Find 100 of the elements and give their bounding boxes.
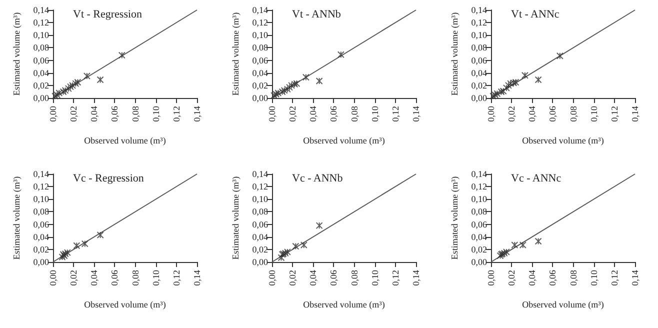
- x-tick-label: 0,06: [110, 270, 120, 286]
- point: [534, 238, 542, 245]
- x-axis-title: Observed volume (m³): [522, 300, 604, 310]
- x-tick-label: 0,04: [89, 106, 100, 122]
- point: [316, 78, 323, 85]
- y-tick-label: 0,10: [252, 30, 268, 40]
- y-tick-label: 0,10: [471, 30, 488, 40]
- point: [500, 250, 508, 257]
- y-tick-label: 0,10: [33, 194, 50, 204]
- x-tick-label: 0,14: [192, 270, 202, 286]
- point: [502, 84, 510, 92]
- point: [69, 82, 76, 89]
- y-tick-label: 0,08: [252, 206, 268, 217]
- y-tick-label: 0,02: [471, 80, 487, 90]
- y-tick-label: 0,14: [33, 5, 50, 15]
- y-tick-label: 0,04: [252, 232, 268, 242]
- point: [278, 88, 286, 96]
- x-tick-label: 0,12: [171, 106, 182, 122]
- point: [56, 89, 63, 96]
- x-tick-label: 0,04: [308, 106, 318, 122]
- point: [512, 78, 520, 86]
- point: [96, 76, 104, 84]
- point: [288, 82, 296, 89]
- y-tick-label: 0,00: [252, 257, 268, 267]
- x-tick-label: 0,12: [609, 270, 620, 286]
- y-tick-label: 0,12: [33, 18, 49, 28]
- x-tick-label: 0,02: [288, 106, 298, 122]
- point: [81, 240, 88, 248]
- y-tick-label: 0,06: [33, 55, 50, 66]
- point: [519, 242, 526, 249]
- point: [302, 74, 310, 81]
- x-tick-label: 0,14: [192, 106, 202, 122]
- point: [494, 90, 501, 98]
- x-tick-label: 0,08: [349, 106, 360, 122]
- y-tick-label: 0,08: [33, 206, 50, 217]
- y-axis-title: Estimated volume (m³): [12, 12, 22, 96]
- y-tick-label: 0,06: [471, 219, 488, 230]
- y-tick-label: 0,10: [252, 194, 268, 204]
- y-tick-label: 0,06: [471, 55, 488, 66]
- chart-title: Vc - ANNb: [292, 172, 344, 184]
- x-axis-title: Observed volume (m³): [303, 300, 385, 310]
- y-tick-label: 0,06: [33, 219, 50, 230]
- x-tick-label: 0,08: [130, 106, 140, 122]
- y-tick-label: 0,12: [252, 182, 268, 192]
- x-axis-title: Observed volume (m³): [522, 136, 604, 146]
- point: [498, 88, 505, 96]
- point: [284, 248, 291, 256]
- y-tick-label: 0,00: [252, 93, 268, 103]
- y-tick-label: 0,12: [33, 182, 49, 192]
- x-tick-label: 0,10: [588, 106, 599, 122]
- y-tick-label: 0,14: [471, 5, 488, 15]
- x-tick-label: 0,10: [588, 270, 599, 286]
- y-tick-label: 0,12: [471, 182, 487, 192]
- y-tick-label: 0,02: [33, 80, 49, 90]
- x-tick-label: 0,14: [411, 270, 421, 286]
- y-tick-label: 0,04: [471, 232, 488, 242]
- x-tick-label: 0,04: [527, 106, 538, 122]
- x-tick-label: 0,08: [568, 106, 578, 122]
- x-tick-label: 0,12: [390, 270, 400, 286]
- point: [511, 242, 518, 249]
- y-tick-label: 0,04: [252, 68, 268, 78]
- point: [74, 78, 82, 86]
- y-axis-title: Estimated volume (m³): [230, 12, 240, 96]
- x-axis-title: Observed volume (m³): [84, 300, 166, 310]
- point: [291, 80, 298, 88]
- x-tick-label: 0,08: [568, 270, 578, 286]
- point: [316, 222, 323, 230]
- point: [62, 86, 69, 94]
- y-tick-label: 0,08: [252, 42, 268, 53]
- chart-title: Vc - Regression: [73, 172, 144, 184]
- x-tick-label: 0,02: [68, 106, 79, 122]
- point: [502, 248, 510, 256]
- y-tick-label: 0,02: [252, 244, 268, 254]
- x-tick-label: 0,14: [630, 106, 640, 122]
- y-tick-label: 0,14: [252, 169, 268, 179]
- x-tick-label: 0,10: [150, 270, 161, 286]
- point: [293, 80, 300, 88]
- point: [118, 52, 126, 59]
- point: [280, 86, 288, 94]
- y-tick-label: 0,06: [252, 219, 268, 230]
- point: [274, 89, 282, 96]
- y-axis-title: Estimated volume (m³): [230, 176, 240, 260]
- point: [58, 253, 66, 260]
- y-tick-label: 0,00: [471, 93, 488, 103]
- y-tick-label: 0,14: [33, 169, 50, 179]
- point: [534, 76, 542, 84]
- point: [500, 88, 507, 95]
- point: [278, 254, 285, 262]
- x-tick-label: 0,02: [506, 106, 517, 122]
- x-tick-label: 0,10: [370, 106, 380, 122]
- point: [510, 79, 518, 86]
- y-tick-label: 0,10: [33, 30, 50, 40]
- point: [64, 249, 71, 256]
- y-tick-label: 0,14: [252, 5, 268, 15]
- point: [286, 84, 293, 91]
- x-tick-label: 0,02: [68, 270, 79, 286]
- x-axis-title: Observed volume (m³): [303, 136, 385, 146]
- x-tick-label: 0,06: [548, 270, 558, 286]
- y-tick-label: 0,00: [33, 257, 50, 267]
- x-tick-label: 0,14: [630, 270, 640, 286]
